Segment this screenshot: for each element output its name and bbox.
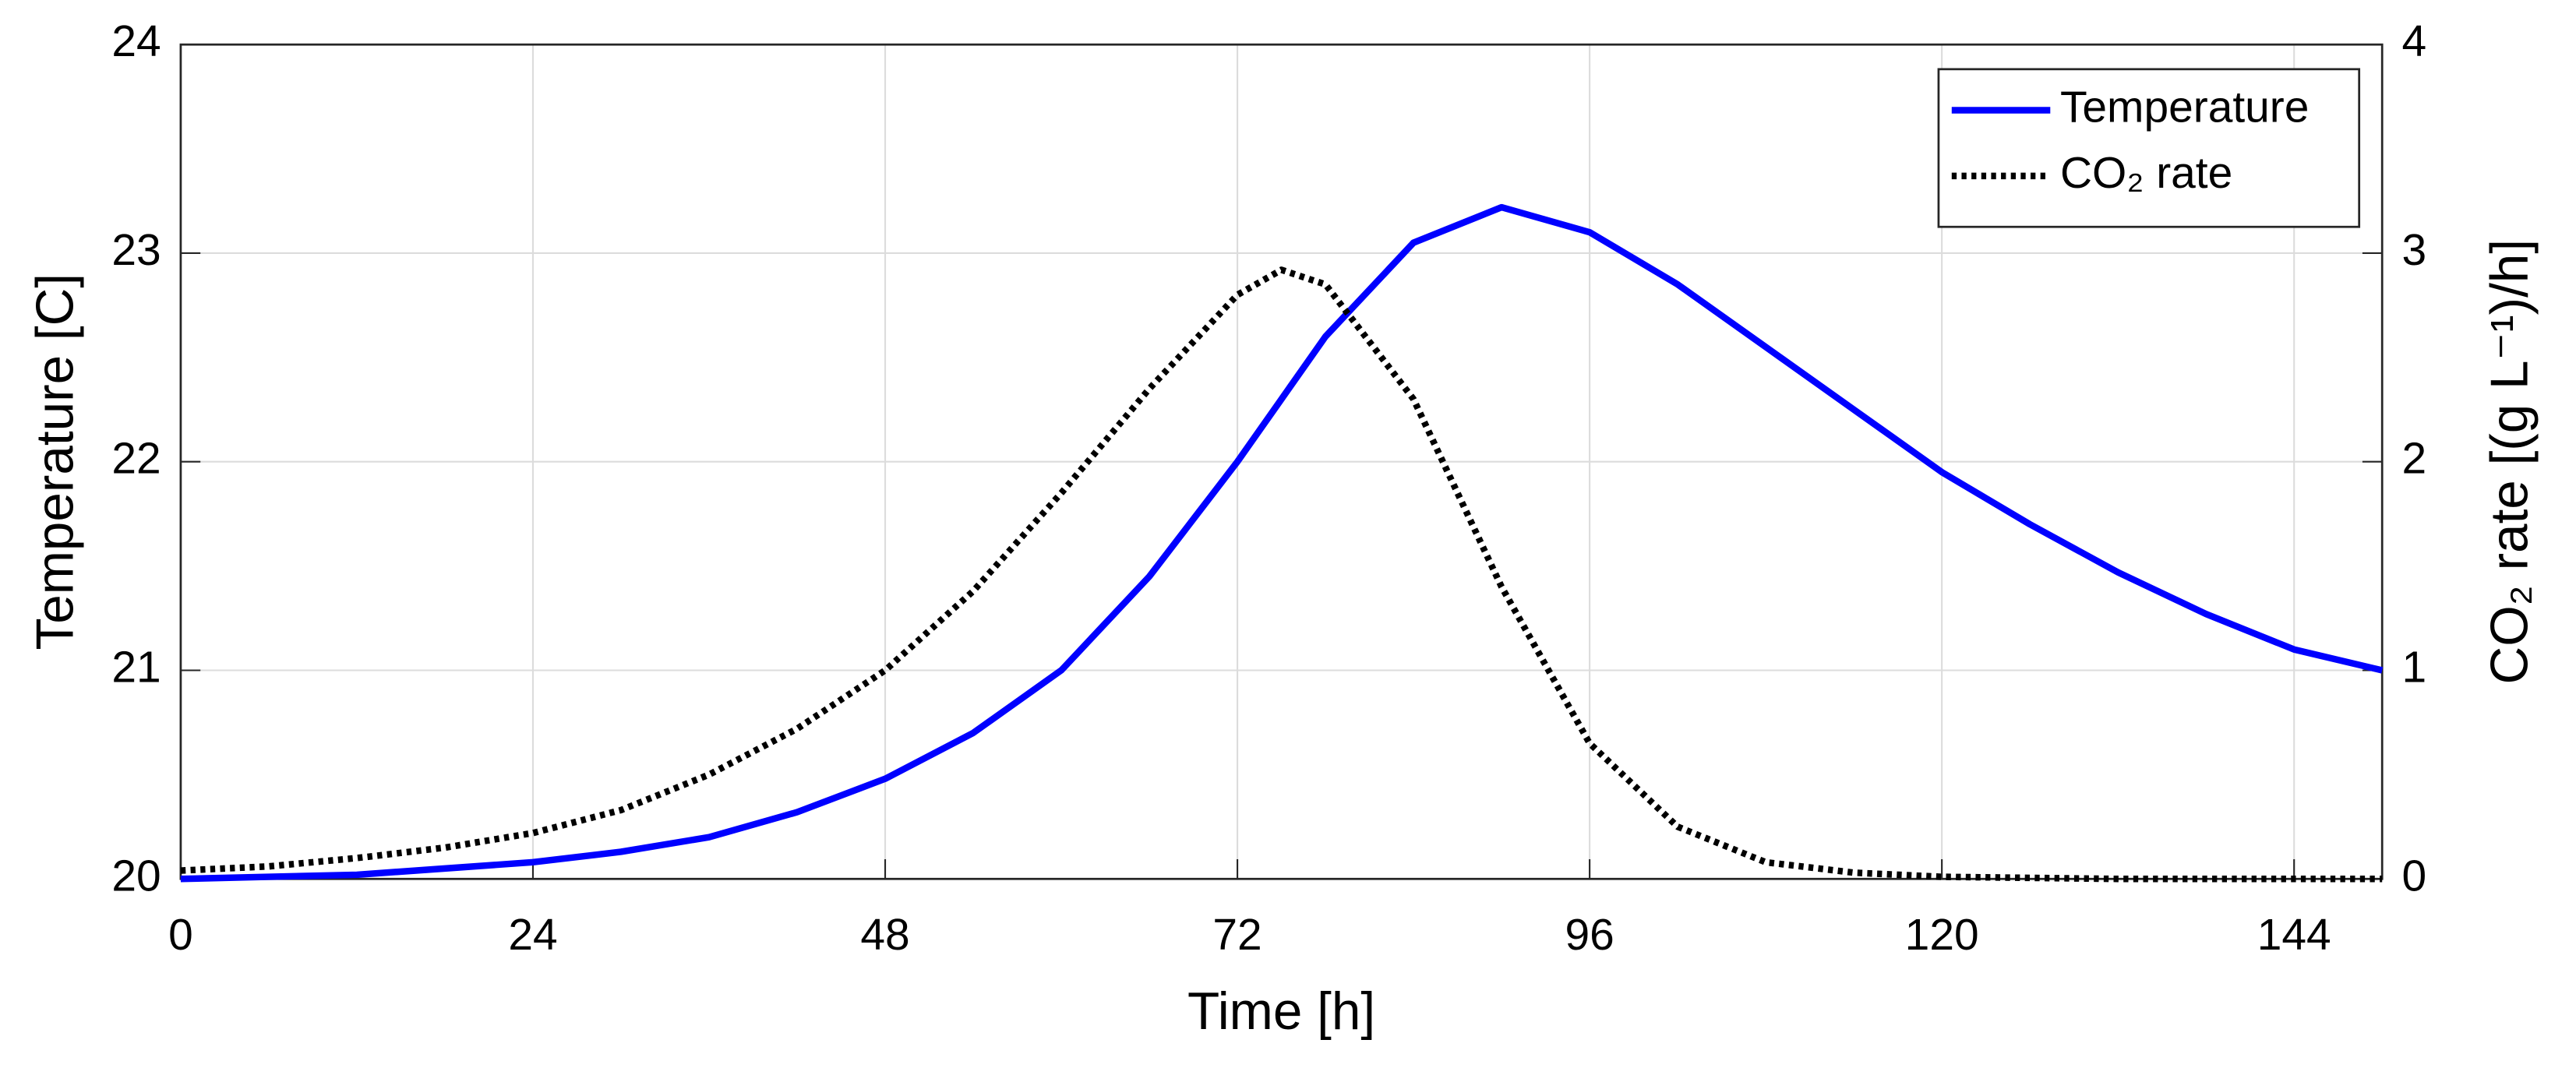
legend-label: CO₂ rate — [2060, 148, 2232, 198]
y-tick-label: 23 — [111, 225, 161, 275]
x-tick-label: 24 — [508, 910, 557, 960]
axes-box — [179, 43, 2384, 880]
y2-axis-label: CO₂ rate [(g L⁻¹)/h] — [2481, 239, 2539, 685]
data-line — [180, 266, 2383, 883]
x-tick-label: 0 — [168, 910, 193, 960]
x-tick-label: 72 — [1212, 910, 1262, 960]
x-tick-label: 96 — [1565, 910, 1614, 960]
y2-tick-label: 2 — [2402, 434, 2427, 484]
x-axis-label: Time [h] — [1187, 982, 1375, 1041]
y2-tick-label: 1 — [2402, 643, 2427, 693]
data-line — [180, 203, 2384, 883]
x-tick-label: 144 — [2257, 910, 2331, 960]
y-axis-label: Temperature [C] — [26, 273, 85, 650]
y2-tick-label: 3 — [2402, 225, 2427, 275]
y-tick-label: 22 — [111, 434, 161, 484]
x-tick-label: 48 — [860, 910, 909, 960]
y-tick-label: 21 — [111, 643, 161, 693]
legend-box — [1937, 68, 2361, 228]
y2-tick-label: 0 — [2402, 851, 2427, 901]
y-tick-label: 20 — [111, 851, 161, 901]
y-tick-label: 24 — [111, 16, 161, 66]
legend-label: Temperature — [2060, 83, 2309, 132]
y2-tick-label: 4 — [2402, 16, 2427, 66]
x-tick-label: 120 — [1905, 910, 1979, 960]
